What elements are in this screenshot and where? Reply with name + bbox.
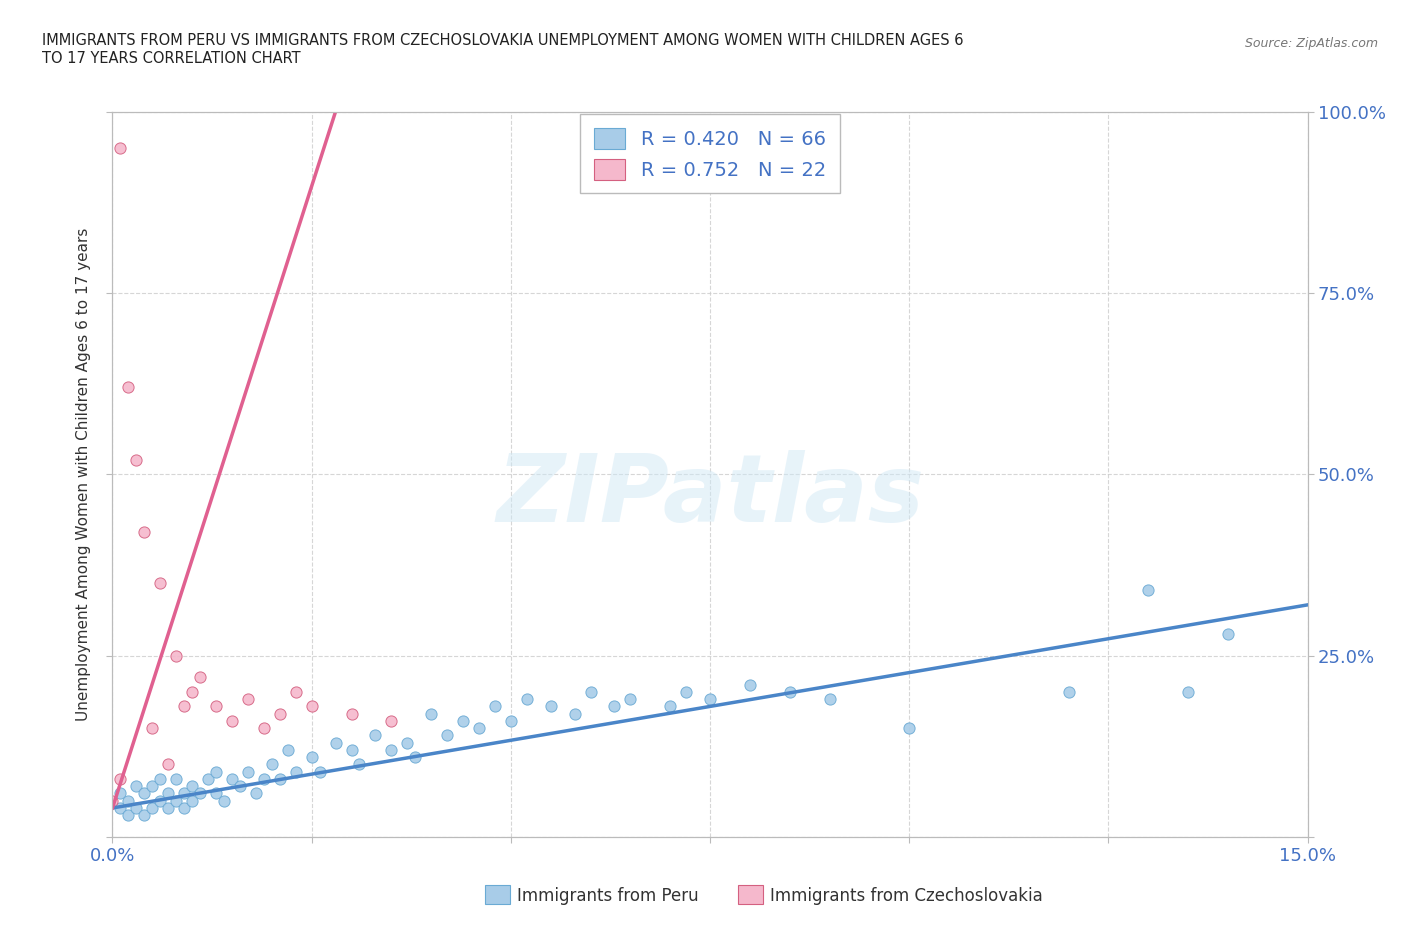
Point <box>173 699 195 714</box>
Point <box>188 786 211 801</box>
Point <box>659 699 682 714</box>
Text: IMMIGRANTS FROM PERU VS IMMIGRANTS FROM CZECHOSLOVAKIA UNEMPLOYMENT AMONG WOMEN : IMMIGRANTS FROM PERU VS IMMIGRANTS FROM … <box>42 33 963 47</box>
Point <box>516 692 538 707</box>
Point <box>197 772 219 787</box>
Point <box>253 721 276 736</box>
Point <box>149 793 172 808</box>
Point <box>188 670 211 684</box>
Point <box>269 772 291 787</box>
Point <box>205 699 228 714</box>
Point <box>212 793 235 808</box>
Point <box>1177 684 1199 699</box>
Point <box>110 786 132 801</box>
Point <box>699 692 721 707</box>
Point <box>157 757 180 772</box>
Point <box>499 713 522 728</box>
Point <box>110 801 132 816</box>
Point <box>221 713 243 728</box>
Point <box>277 742 299 757</box>
Point <box>141 778 163 793</box>
Point <box>134 525 156 539</box>
Point <box>818 692 841 707</box>
Point <box>564 706 586 721</box>
Point <box>117 379 139 394</box>
Point <box>898 721 921 736</box>
Point <box>125 801 148 816</box>
Point <box>149 576 172 591</box>
Point <box>325 736 347 751</box>
Point <box>404 750 426 764</box>
Point <box>1216 627 1239 642</box>
Point <box>141 801 163 816</box>
Point <box>149 772 172 787</box>
Point <box>779 684 801 699</box>
Point <box>157 801 180 816</box>
Point <box>173 786 195 801</box>
Point <box>301 699 323 714</box>
Point <box>260 757 283 772</box>
Point <box>301 750 323 764</box>
Point <box>157 786 180 801</box>
Text: ZIPatlas: ZIPatlas <box>496 450 924 542</box>
Text: TO 17 YEARS CORRELATION CHART: TO 17 YEARS CORRELATION CHART <box>42 51 301 66</box>
Point <box>205 786 228 801</box>
Point <box>436 728 458 743</box>
Point <box>205 764 228 779</box>
Point <box>420 706 443 721</box>
Legend: R = 0.420   N = 66, R = 0.752   N = 22: R = 0.420 N = 66, R = 0.752 N = 22 <box>581 114 839 193</box>
Point <box>110 772 132 787</box>
Point <box>1137 583 1160 598</box>
Text: Immigrants from Peru: Immigrants from Peru <box>517 886 699 905</box>
Point <box>134 786 156 801</box>
Point <box>141 721 163 736</box>
Point <box>110 140 132 155</box>
Point <box>540 699 562 714</box>
Point <box>603 699 626 714</box>
Point <box>245 786 267 801</box>
Point <box>1057 684 1080 699</box>
Point <box>738 677 761 692</box>
Point <box>619 692 641 707</box>
Point <box>451 713 474 728</box>
Point <box>165 772 187 787</box>
Point <box>284 684 307 699</box>
Point <box>269 706 291 721</box>
Point <box>364 728 387 743</box>
Point <box>181 684 204 699</box>
Point <box>675 684 697 699</box>
Point <box>340 742 363 757</box>
Point <box>181 778 204 793</box>
Point <box>125 452 148 467</box>
Point <box>236 764 259 779</box>
Point <box>468 721 491 736</box>
Point <box>117 808 139 823</box>
Point <box>380 742 402 757</box>
Point <box>125 778 148 793</box>
Text: Immigrants from Czechoslovakia: Immigrants from Czechoslovakia <box>770 886 1043 905</box>
Point <box>173 801 195 816</box>
Point <box>579 684 602 699</box>
Point <box>253 772 276 787</box>
Point <box>165 793 187 808</box>
Point <box>165 648 187 663</box>
Point <box>284 764 307 779</box>
Point <box>221 772 243 787</box>
Point <box>134 808 156 823</box>
Point <box>181 793 204 808</box>
Point <box>340 706 363 721</box>
Point <box>101 793 124 808</box>
Point <box>396 736 419 751</box>
Point <box>117 793 139 808</box>
Y-axis label: Unemployment Among Women with Children Ages 6 to 17 years: Unemployment Among Women with Children A… <box>76 228 91 721</box>
Point <box>380 713 402 728</box>
Point <box>349 757 371 772</box>
Text: Source: ZipAtlas.com: Source: ZipAtlas.com <box>1244 37 1378 50</box>
Point <box>484 699 506 714</box>
Point <box>229 778 252 793</box>
Point <box>308 764 330 779</box>
Point <box>236 692 259 707</box>
